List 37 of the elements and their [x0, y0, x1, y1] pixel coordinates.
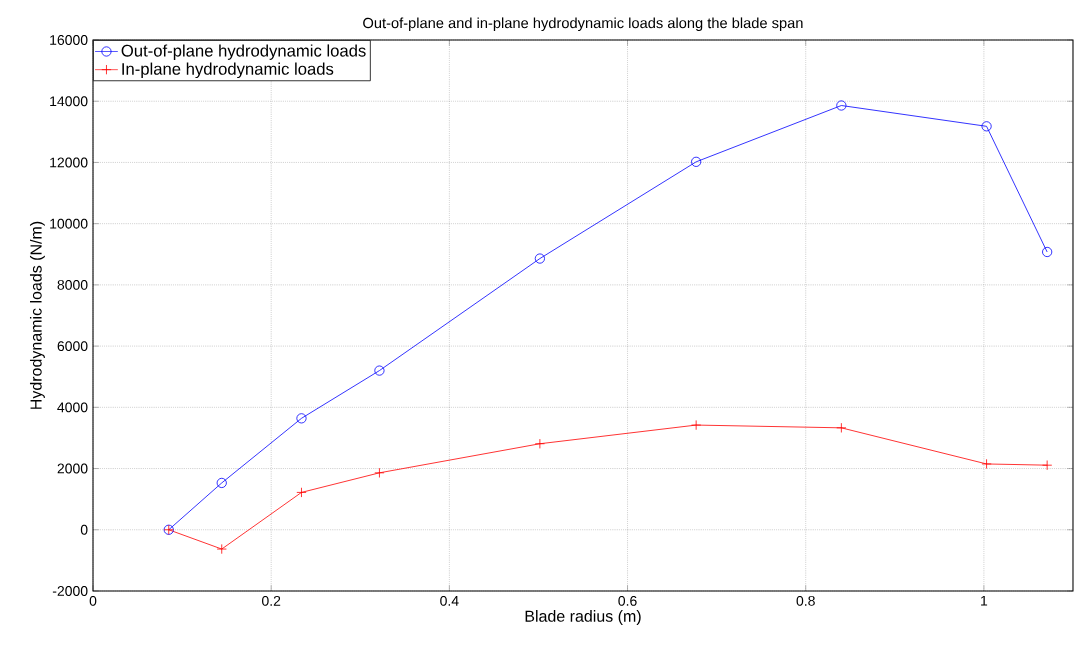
x-axis-title: Blade radius (m) — [525, 610, 641, 625]
point — [981, 458, 992, 470]
point — [296, 487, 307, 498]
y-tick-label: -2000 — [52, 586, 88, 596]
x-tick-label: 0.2 — [262, 595, 281, 606]
legend-label: Out-of-plane hydrodynamic loads — [121, 44, 366, 60]
x-tick-label: 0 — [89, 595, 97, 606]
point — [374, 467, 385, 478]
x-tick-label: 0.4 — [440, 595, 459, 606]
point — [836, 100, 847, 111]
y-tick-label: 6000 — [57, 341, 88, 352]
point — [1042, 246, 1053, 258]
point — [534, 438, 545, 449]
x-tick-label: 0.8 — [796, 595, 815, 606]
point — [691, 420, 702, 431]
point — [216, 543, 227, 555]
point — [981, 121, 992, 132]
y-tick-label: 2000 — [57, 463, 88, 474]
y-tick-label: 10000 — [50, 218, 88, 229]
point — [216, 477, 227, 488]
point — [374, 365, 385, 376]
chart-title: Out-of-plane and in-plane hydrodynamic loads along the blade span — [363, 17, 803, 32]
y-tick-label: 14000 — [50, 96, 88, 107]
point — [836, 422, 847, 433]
point — [534, 253, 545, 264]
x-tick-label: 1 — [981, 595, 988, 606]
point — [691, 156, 702, 167]
legend-label: In-plane hydrodynamic loads — [122, 62, 334, 79]
x-tick-label: 0.6 — [618, 595, 637, 606]
y-tick-label: 4000 — [57, 402, 88, 413]
y-axis-title: Hydrodynamic loads (N/m) — [29, 221, 45, 409]
y-tick-label: 0 — [80, 524, 88, 535]
y-tick-label: 16000 — [50, 35, 88, 45]
point — [296, 413, 307, 424]
y-tick-label: 8000 — [57, 279, 88, 290]
point — [1042, 460, 1053, 471]
y-tick-label: 12000 — [50, 157, 88, 168]
